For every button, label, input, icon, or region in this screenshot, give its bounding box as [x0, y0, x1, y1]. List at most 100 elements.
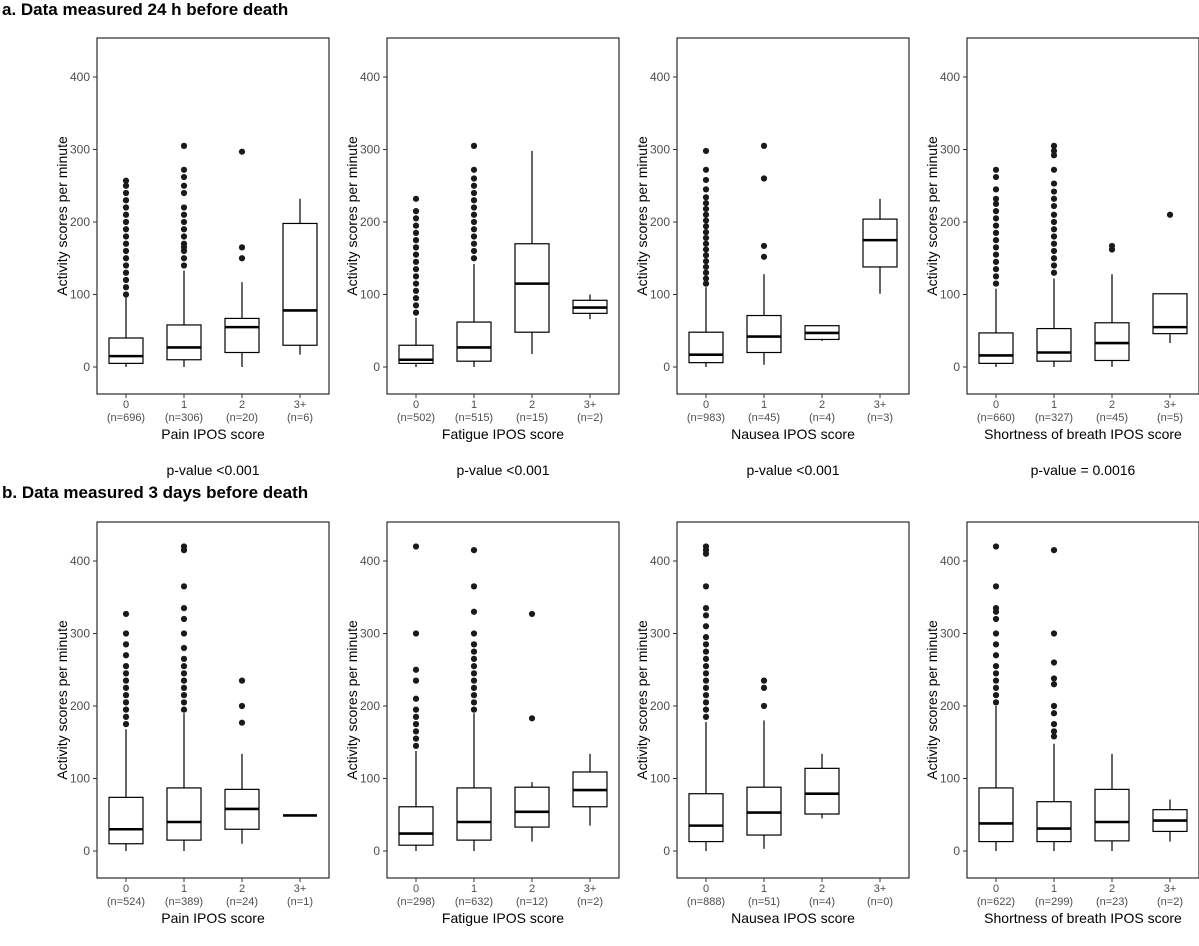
- x-tick-label: 2: [239, 399, 245, 411]
- outlier-point: [1050, 218, 1058, 226]
- box: [1036, 327, 1072, 362]
- chart-panel-1: 0 100 200 300 400 Activity scores per minute 0…: [54, 37, 330, 478]
- outlier-point: [1050, 166, 1058, 173]
- outlier-point: [702, 583, 710, 590]
- outlier-point: [180, 605, 188, 612]
- chart-panel-6: 0 100 200 300 400 Activity scores per minute 0…: [344, 521, 620, 926]
- outlier-point: [122, 663, 130, 670]
- y-axis-title: Activity scores per minute: [634, 620, 650, 780]
- x-n-label: (n=15): [516, 412, 548, 424]
- outlier-point: [470, 255, 478, 262]
- outlier-point: [702, 229, 710, 236]
- x-n-label: (n=632): [455, 896, 493, 908]
- outlier-point: [180, 255, 188, 262]
- x-n-label: (n=4): [809, 896, 835, 908]
- outlier-point: [702, 706, 710, 713]
- y-tick-label: 100: [940, 772, 960, 786]
- x-n-label: (n=298): [397, 896, 435, 908]
- y-axis-title: Activity scores per minute: [54, 620, 70, 780]
- outlier-point: [470, 142, 478, 149]
- outlier-point: [470, 211, 478, 218]
- x-tick-label: 3+: [584, 399, 597, 411]
- box: [978, 332, 1014, 364]
- outlier-point: [702, 641, 710, 648]
- outlier-point: [760, 702, 768, 710]
- outlier-point: [238, 148, 246, 155]
- outlier-point: [412, 721, 420, 728]
- outlier-point: [412, 677, 420, 684]
- y-tick-label: 300: [70, 627, 90, 641]
- outlier-point: [992, 229, 1000, 236]
- outlier-point: [470, 547, 478, 554]
- outlier-point: [470, 663, 478, 670]
- y-tick-label: 200: [650, 215, 670, 229]
- outlier-point: [702, 280, 710, 287]
- box: [166, 324, 202, 361]
- outlier-point: [238, 255, 246, 262]
- box: [746, 314, 782, 354]
- box: [514, 243, 550, 333]
- outlier-point: [122, 684, 130, 691]
- x-tick-label: 0: [993, 399, 999, 411]
- outlier-point: [470, 692, 478, 699]
- y-tick-label: 400: [360, 554, 380, 568]
- outlier-point: [122, 177, 130, 184]
- outlier-point: [992, 244, 1000, 251]
- chart-panel-5: 0 100 200 300 400 Activity scores per minute 0…: [54, 521, 330, 926]
- outlier-point: [470, 630, 478, 637]
- x-tick-label: 3+: [874, 883, 887, 895]
- outlier-point: [1050, 240, 1058, 247]
- y-tick-label: 100: [650, 288, 670, 302]
- box: [108, 337, 144, 364]
- outlier-point: [180, 173, 188, 181]
- p-value-label: p-value <0.001: [746, 462, 839, 478]
- x-n-label: (n=660): [977, 412, 1015, 424]
- outlier-point: [470, 608, 478, 615]
- outlier-point: [180, 189, 188, 197]
- outlier-point: [702, 194, 710, 201]
- outlier-point: [1050, 188, 1058, 195]
- outlier-point: [992, 222, 1000, 229]
- outlier-point: [992, 615, 1000, 623]
- outlier-point: [1050, 681, 1058, 688]
- outlier-point: [992, 583, 1000, 590]
- outlier-point: [1050, 262, 1058, 269]
- outlier-point: [992, 200, 1000, 207]
- outlier-point: [122, 218, 130, 226]
- outlier-point: [180, 583, 188, 590]
- y-tick-label: 0: [83, 844, 90, 858]
- x-n-label: (n=306): [165, 412, 203, 424]
- outlier-point: [122, 211, 130, 218]
- outlier-point: [702, 240, 710, 247]
- x-n-label: (n=389): [165, 896, 203, 908]
- y-tick-label: 300: [650, 627, 670, 641]
- outlier-point: [180, 630, 188, 637]
- outlier-point: [470, 189, 478, 197]
- y-tick-label: 400: [940, 70, 960, 84]
- x-tick-label: 1: [761, 399, 767, 411]
- outlier-point: [122, 276, 130, 284]
- outlier-point: [992, 266, 1000, 273]
- outlier-point: [702, 605, 710, 612]
- x-n-label: (n=5): [1157, 412, 1183, 424]
- y-tick-label: 300: [650, 143, 670, 157]
- outlier-point: [470, 226, 478, 233]
- x-n-label: (n=327): [1035, 412, 1073, 424]
- box: [224, 317, 260, 354]
- x-axis-title: Fatigue IPOS score: [442, 910, 564, 926]
- x-n-label: (n=1): [287, 896, 313, 908]
- box: [862, 218, 898, 268]
- outlier-point: [180, 663, 188, 670]
- box: [166, 787, 202, 841]
- outlier-point: [992, 630, 1000, 637]
- outlier-point: [470, 204, 478, 211]
- x-tick-label: 0: [123, 399, 129, 411]
- y-axis-title: Activity scores per minute: [344, 620, 360, 780]
- x-n-label: (n=12): [516, 896, 548, 908]
- y-tick-label: 400: [70, 70, 90, 84]
- outlier-point: [702, 217, 710, 224]
- outlier-point: [1108, 242, 1116, 250]
- outlier-point: [180, 182, 188, 189]
- y-tick-label: 0: [953, 844, 960, 858]
- y-tick-label: 0: [373, 360, 380, 374]
